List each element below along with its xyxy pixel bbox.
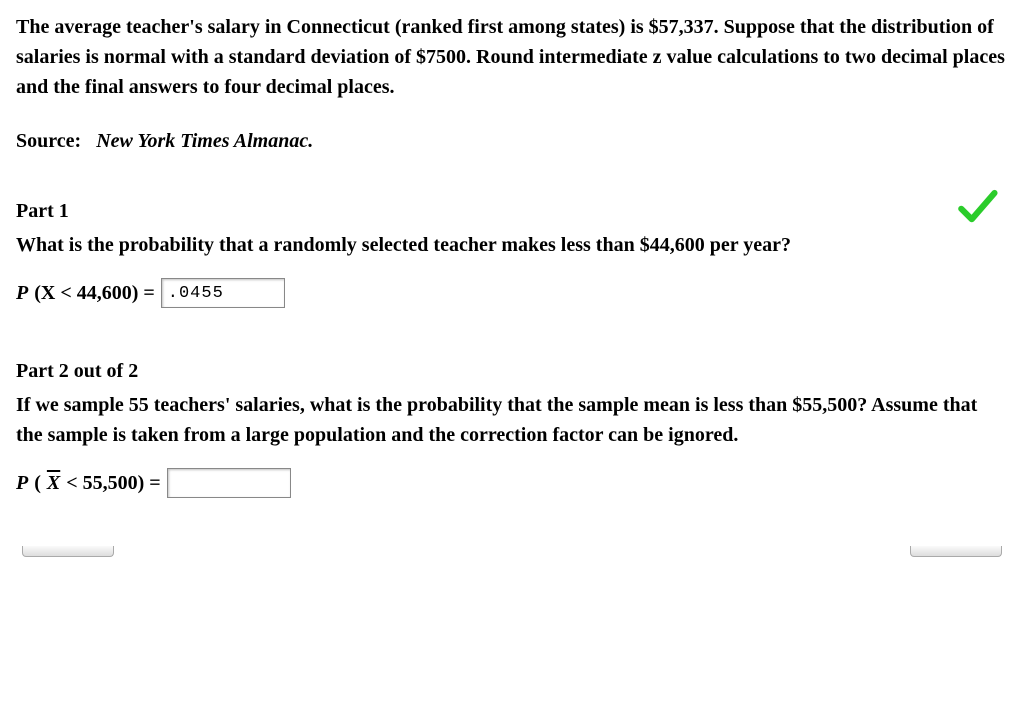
- part2-answer-input[interactable]: [167, 468, 291, 498]
- source-value: New York Times Almanac.: [96, 130, 313, 152]
- source-label: Source:: [16, 130, 81, 152]
- part1-equation: P (X < 44,600) =: [16, 278, 1008, 308]
- part1-question: What is the probability that a randomly …: [16, 230, 1008, 260]
- part2-eq-open: (: [34, 468, 41, 498]
- part1-eq-body: (X < 44,600) =: [34, 278, 155, 308]
- part2-title: Part 2 out of 2: [16, 356, 1008, 386]
- part2-eq-prefix: P: [16, 468, 28, 498]
- source-line: Source: New York Times Almanac.: [16, 126, 1008, 156]
- part1-answer-input[interactable]: [161, 278, 285, 308]
- checkmark-icon: [956, 186, 998, 237]
- problem-statement: The average teacher's salary in Connecti…: [16, 12, 1008, 102]
- part-2: Part 2 out of 2 If we sample 55 teachers…: [16, 356, 1008, 498]
- part2-question: If we sample 55 teachers' salaries, what…: [16, 390, 1008, 450]
- part2-equation: P ( X < 55,500) =: [16, 468, 1008, 498]
- part-1: Part 1 What is the probability that a ra…: [16, 196, 1008, 308]
- right-button[interactable]: [910, 546, 1002, 557]
- part1-title: Part 1: [16, 196, 1008, 226]
- left-button[interactable]: [22, 546, 114, 557]
- part2-eq-rest: < 55,500) =: [66, 468, 160, 498]
- part1-eq-prefix: P: [16, 278, 28, 308]
- part2-eq-var: X: [47, 468, 60, 498]
- button-row: [16, 546, 1008, 557]
